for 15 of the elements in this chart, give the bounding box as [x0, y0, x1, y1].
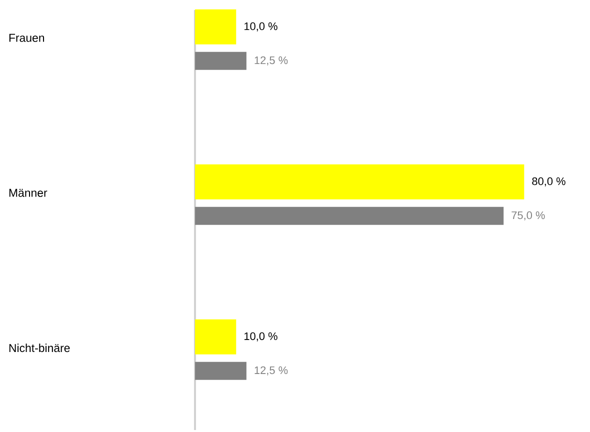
bar: [195, 362, 246, 380]
bar: [195, 9, 236, 44]
y-tick-label: Nicht-binäre: [9, 344, 70, 352]
data-label: 10,0 %: [244, 22, 278, 32]
bar: [195, 52, 246, 70]
data-label: 75,0 %: [512, 211, 545, 220]
y-tick-label: Männer: [9, 188, 48, 197]
data-label: 12,5 %: [254, 366, 288, 376]
data-label: 12,5 %: [254, 56, 288, 66]
data-label: 80,0 %: [532, 177, 566, 186]
bar: [195, 319, 236, 354]
bar: [195, 206, 504, 225]
data-label: 10,0 %: [244, 332, 278, 342]
y-tick-label: Frauen: [9, 34, 44, 42]
bar: [195, 164, 524, 200]
